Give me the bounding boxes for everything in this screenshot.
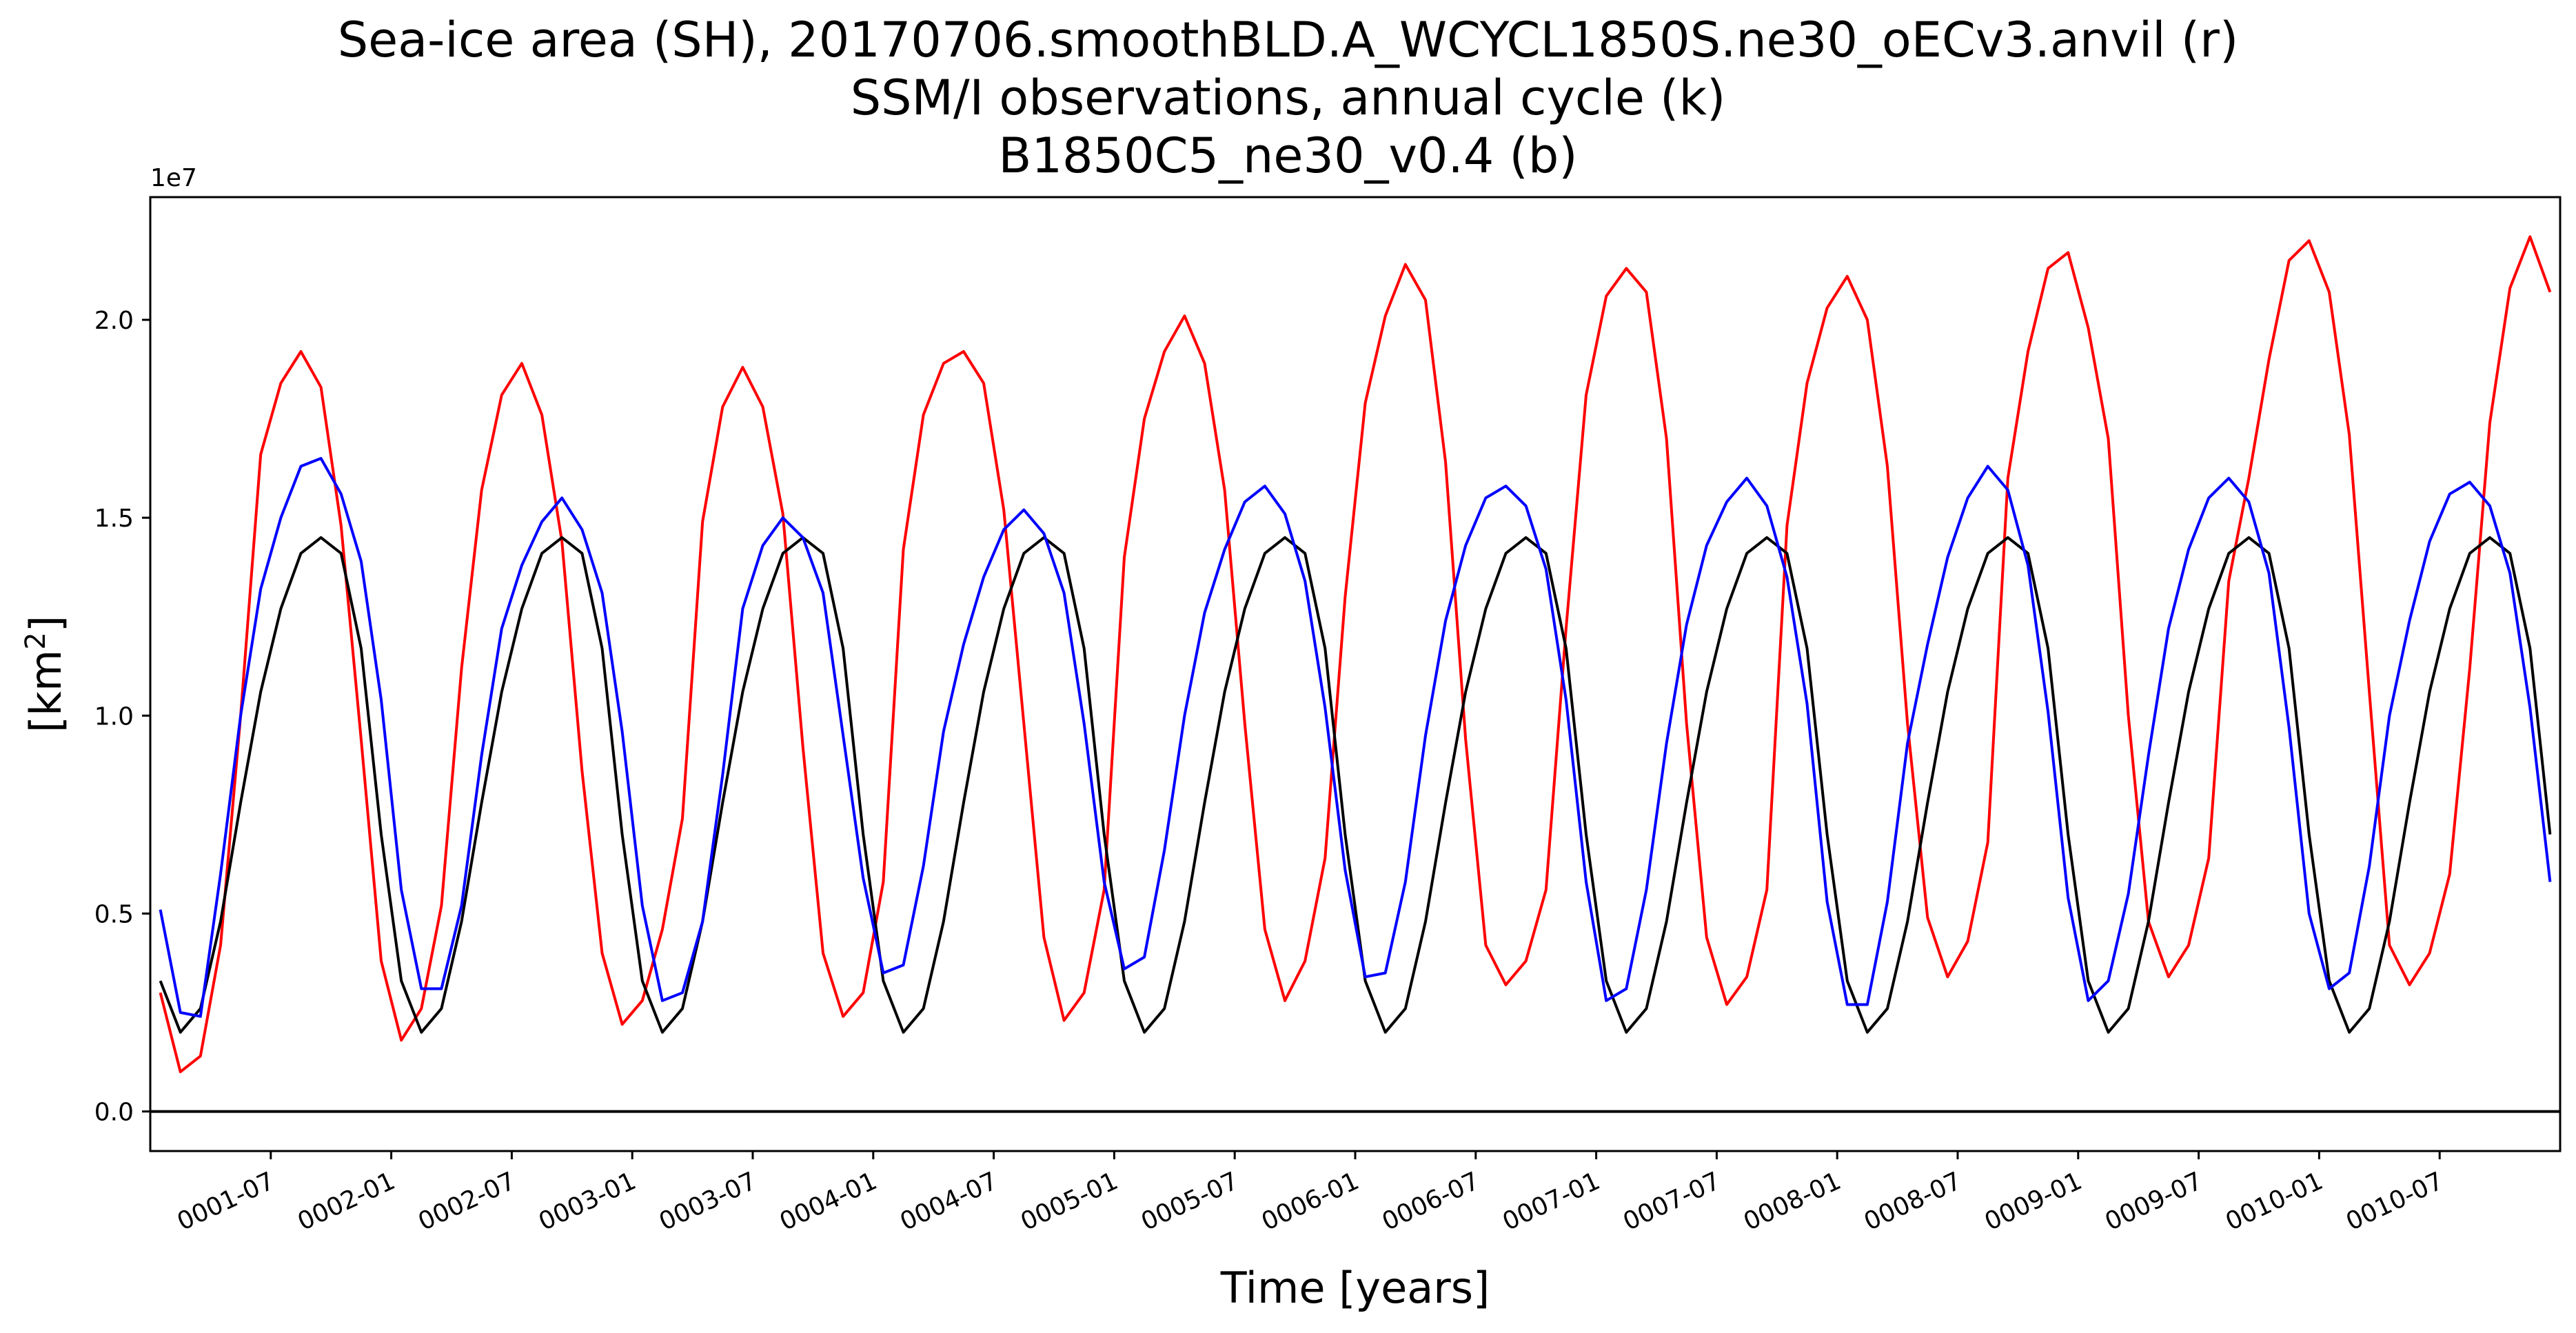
chart-title-line-3: B1850C5_ne30_v0.4 (b) [998,128,1578,184]
x-tick-label: 0009-07 [2101,1167,2207,1237]
series-layer [159,235,2552,1074]
x-tick-label: 0005-07 [1137,1167,1243,1237]
x-axis: 0001-07 0002-01 0002-07 0003-01 0003-07 0004-… [173,1151,2448,1237]
y-tick-label: 0.0 [94,1099,134,1127]
series-line-0 [159,235,2552,1074]
chart-title-line-1: Sea-ice area (SH), 20170706.smoothBLD.A_… [337,12,2239,68]
chart-title-line-2: SSM/I observations, annual cycle (k) [850,70,1726,126]
x-tick-label: 0005-01 [1017,1167,1123,1237]
y-tick-label: 1.0 [94,702,134,731]
x-tick-label: 0009-01 [1980,1167,2087,1237]
series-line-2 [159,457,2552,1018]
series-line-1 [159,536,2552,1034]
y-tick-label: 1.5 [94,505,134,533]
x-tick-label: 0002-07 [414,1167,520,1237]
x-tick-label: 0001-07 [173,1167,279,1237]
y-axis-label: [km2] [20,615,71,733]
x-tick-label: 0004-01 [775,1167,882,1237]
x-tick-label: 0008-01 [1739,1167,1845,1237]
x-tick-label: 0003-01 [534,1167,640,1237]
x-tick-label: 0006-01 [1257,1167,1363,1237]
y-offset-label: 1e7 [150,164,197,192]
x-tick-label: 0010-01 [2222,1167,2328,1237]
x-tick-label: 0006-07 [1378,1167,1484,1237]
plot-frame [149,196,2562,1152]
x-tick-label: 0003-07 [655,1167,761,1237]
y-axis: 0.0 0.5 1.0 1.5 2.0 [94,307,150,1127]
x-tick-label: 0004-07 [896,1167,1002,1237]
x-tick-label: 0007-01 [1499,1167,1605,1237]
x-tick-label: 0002-01 [294,1167,400,1237]
y-tick-label: 2.0 [94,307,134,335]
x-tick-label: 0008-07 [1860,1167,1966,1237]
x-tick-label: 0007-07 [1619,1167,1725,1237]
y-tick-label: 0.5 [94,900,134,928]
x-tick-label: 0010-07 [2342,1167,2448,1237]
x-axis-label: Time [years] [1220,1263,1490,1313]
